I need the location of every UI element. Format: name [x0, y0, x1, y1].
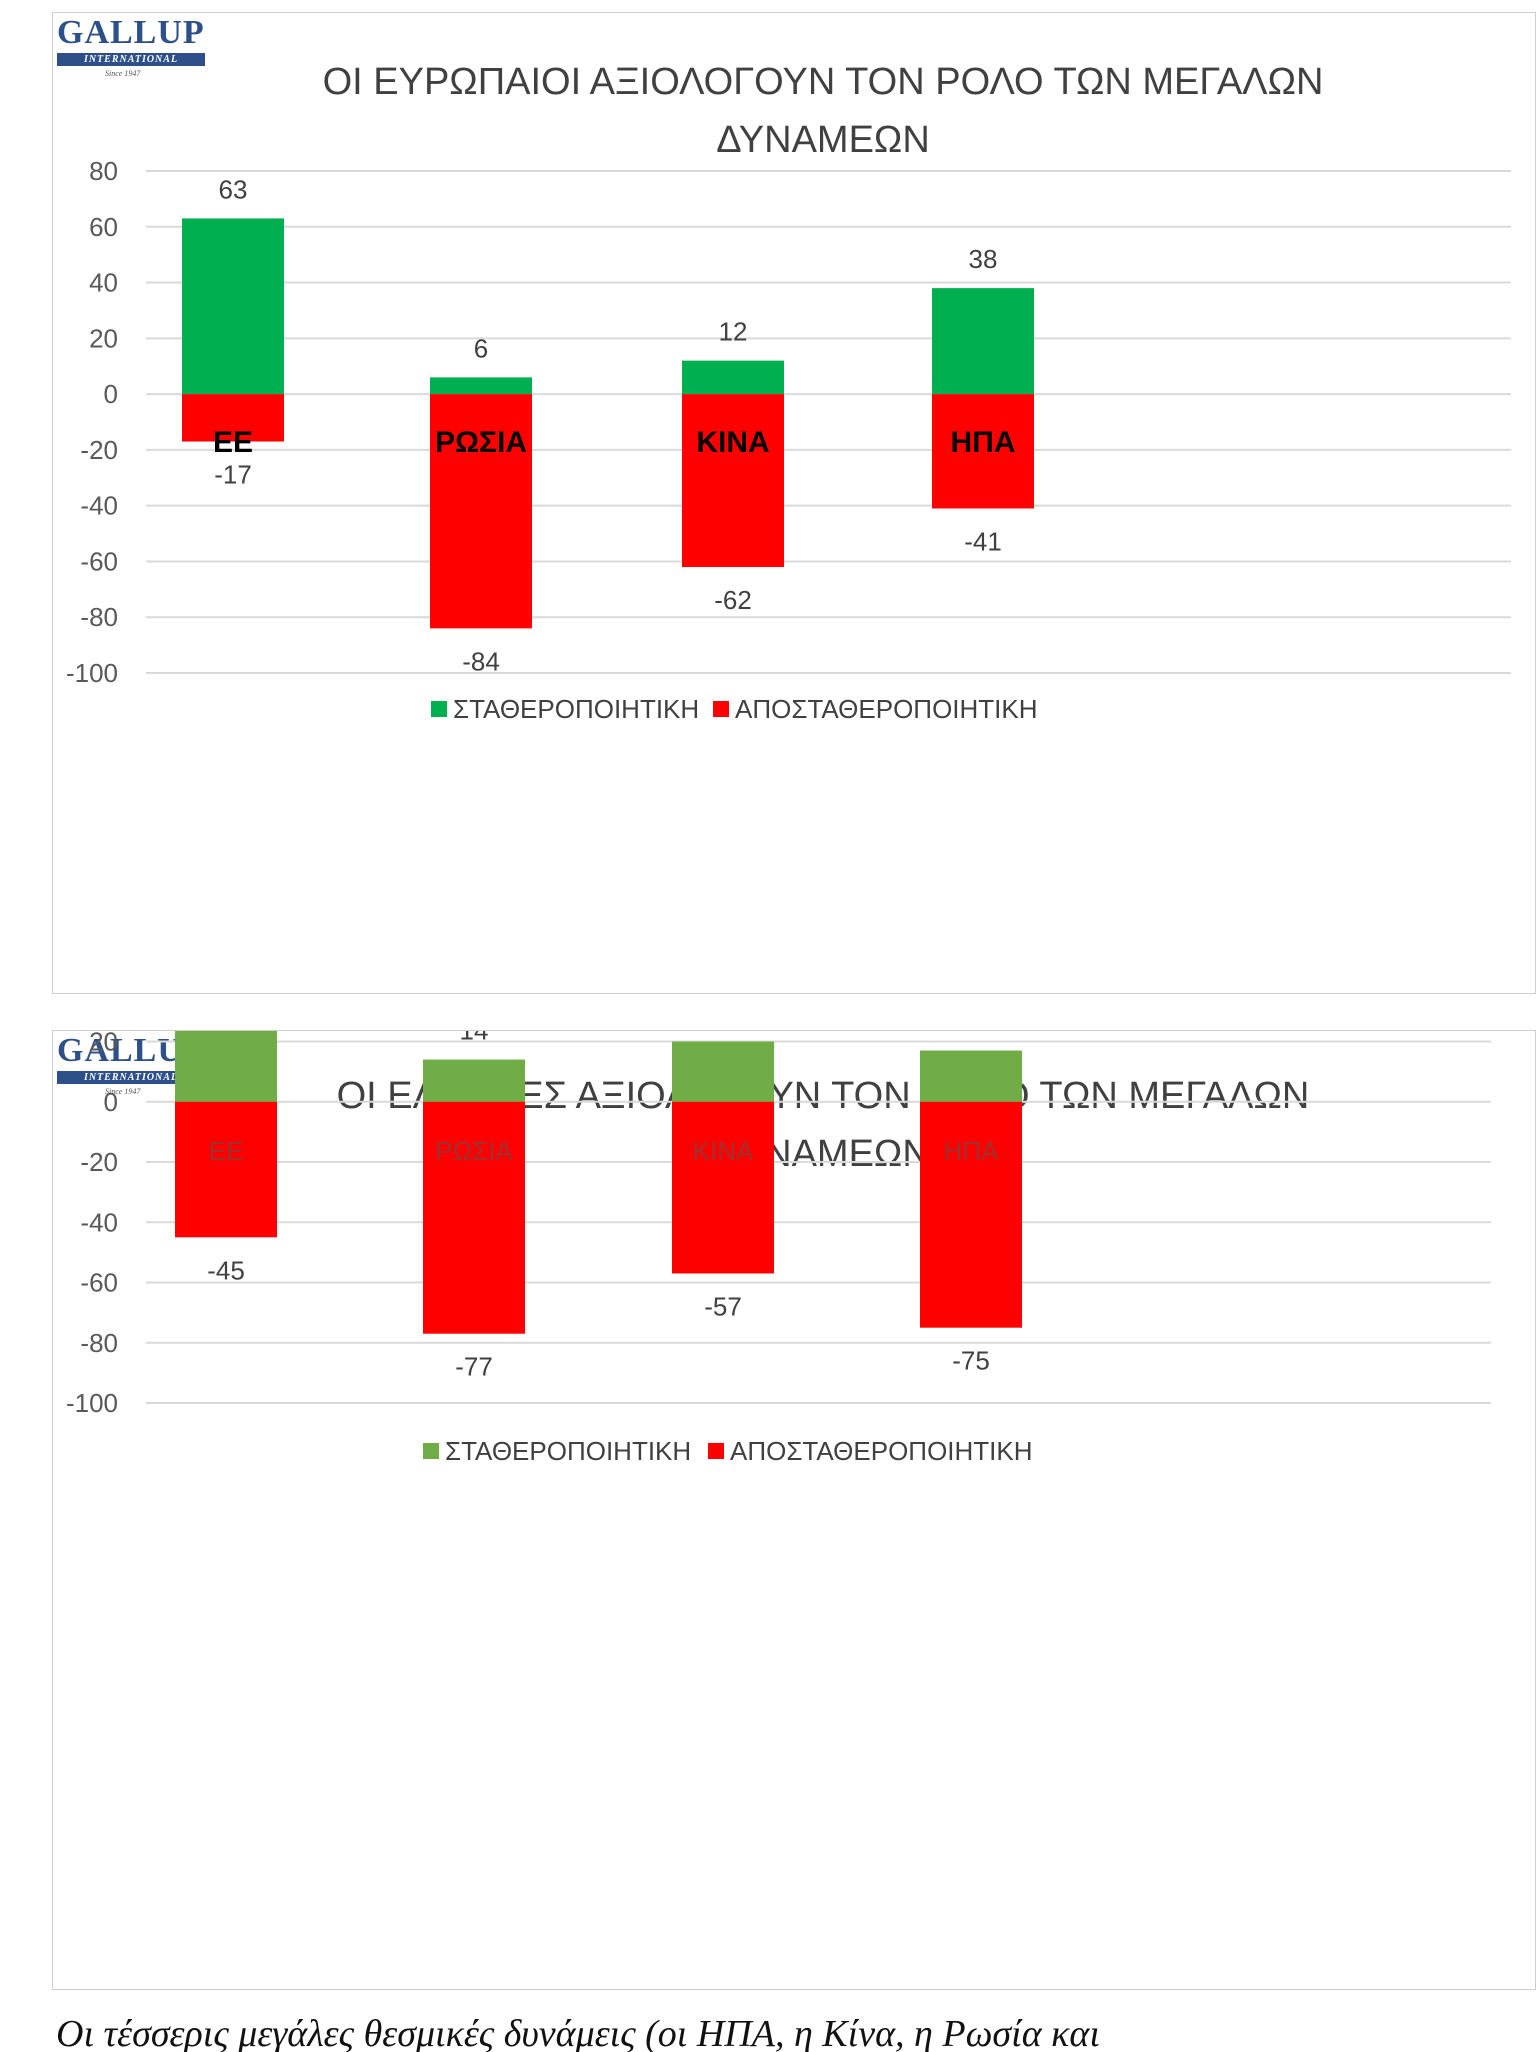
- chart-panel-greeks: GALLUP INTERNATIONAL Since 1947 ΟΙ ΕΛΛΗΝ…: [52, 1030, 1536, 1990]
- legend-swatch: [708, 1443, 724, 1459]
- y-tick-label: 0: [104, 1087, 118, 1117]
- y-tick-label: 20: [89, 323, 118, 353]
- data-label-negative: -62: [714, 585, 752, 615]
- bar-positive: [430, 377, 532, 395]
- category-label: ΕΕ: [209, 1136, 244, 1166]
- bar-positive: [920, 1050, 1022, 1102]
- data-label-negative: -17: [214, 460, 252, 490]
- bar-negative: [682, 394, 784, 568]
- bar-negative: [430, 394, 532, 629]
- data-label-positive: 6: [474, 333, 488, 363]
- chart-panel-europeans: GALLUP INTERNATIONAL Since 1947 ΟΙ ΕΥΡΩΠ…: [52, 12, 1536, 994]
- y-tick-label: 60: [89, 212, 118, 242]
- bar-negative: [932, 394, 1034, 509]
- legend-label: ΑΠΟΣΤΑΘΕΡΟΠΟΙΗΤΙΚΗ: [730, 1436, 1033, 1466]
- data-label-positive: 63: [219, 174, 248, 204]
- legend-swatch: [713, 701, 729, 717]
- bar-negative: [423, 1101, 525, 1334]
- y-tick-label: -20: [80, 435, 118, 465]
- legend-swatch: [431, 701, 447, 717]
- article-text: Οι τέσσερις μεγάλες θεσμικές δυνάμεις (ο…: [56, 2013, 1100, 2052]
- y-tick-label: -60: [80, 546, 118, 576]
- logo-since: Since 1947: [105, 69, 141, 78]
- bar-negative: [920, 1101, 1022, 1328]
- bar-negative: [182, 394, 284, 442]
- y-tick-label: -100: [66, 658, 118, 688]
- data-label-negative: -57: [704, 1291, 742, 1321]
- data-label-negative: -45: [207, 1255, 245, 1285]
- y-tick-label: -20: [80, 1147, 118, 1177]
- category-label: ΡΩΣΙΑ: [435, 426, 527, 459]
- legend-label: ΣΤΑΘΕΡΟΠΟΙΗΤΙΚΗ: [453, 694, 699, 724]
- bar-chart-greeks: 6040200-20-40-60-80-10043-45ΕΕ14-77ΡΩΣΙΑ…: [66, 1031, 1491, 1466]
- logo-band: INTERNATIONAL: [57, 1071, 205, 1084]
- category-label: ΡΩΣΙΑ: [435, 1136, 513, 1166]
- y-tick-label: -60: [80, 1268, 118, 1298]
- category-label: ΚΙΝΑ: [696, 426, 769, 459]
- chart-title-line-1: ΟΙ ΕΥΡΩΠΑΙΟΙ ΑΞΙΟΛΟΓΟΥΝ ΤΟΝ ΡΟΛΟ ΤΩΝ ΜΕΓ…: [322, 61, 1324, 103]
- data-label-negative: -75: [952, 1346, 990, 1376]
- y-tick-label: 40: [89, 268, 118, 298]
- y-tick-label: -40: [80, 491, 118, 521]
- bar-positive: [682, 360, 784, 395]
- data-label-positive: 17: [957, 1031, 986, 1037]
- y-tick-label: -40: [80, 1207, 118, 1237]
- category-label: ΗΠΑ: [951, 426, 1016, 459]
- y-tick-label: -100: [66, 1388, 118, 1418]
- data-label-positive: 14: [460, 1031, 489, 1046]
- y-tick-label: 0: [104, 379, 118, 409]
- data-label-negative: -84: [462, 646, 500, 676]
- logo-band: INTERNATIONAL: [57, 53, 205, 66]
- legend-label: ΑΠΟΣΤΑΘΕΡΟΠΟΙΗΤΙΚΗ: [735, 694, 1038, 724]
- y-tick-label: -80: [80, 602, 118, 632]
- data-label-positive: 38: [969, 244, 998, 274]
- legend-swatch: [423, 1443, 439, 1459]
- bar-positive: [175, 1031, 277, 1102]
- logo-since: Since 1947: [105, 1087, 141, 1096]
- gallup-logo: GALLUP INTERNATIONAL Since 1947: [55, 15, 205, 85]
- data-label-negative: -41: [964, 526, 1002, 556]
- bar-negative: [175, 1101, 277, 1238]
- bar-positive: [182, 218, 284, 395]
- y-tick-label: -80: [80, 1328, 118, 1358]
- chart-title: ΟΙ ΕΥΡΩΠΑΙΟΙ ΑΞΙΟΛΟΓΟΥΝ ΤΟΝ ΡΟΛΟ ΤΩΝ ΜΕΓ…: [173, 53, 1473, 169]
- bar-positive: [932, 288, 1034, 395]
- data-label-positive: 12: [719, 317, 748, 347]
- y-tick-label: 20: [89, 1031, 118, 1057]
- category-label: ΕΕ: [213, 426, 253, 459]
- category-label: ΗΠΑ: [944, 1136, 1000, 1166]
- bar-positive: [423, 1059, 525, 1102]
- chart-title-line-2: ΔΥΝΑΜΕΩΝ: [716, 119, 930, 161]
- data-label-negative: -77: [455, 1352, 493, 1382]
- y-tick-label: 80: [89, 156, 118, 186]
- bar-negative: [672, 1101, 774, 1274]
- logo-wordmark: GALLUP: [57, 14, 205, 51]
- legend-label: ΣΤΑΘΕΡΟΠΟΙΗΤΙΚΗ: [445, 1436, 691, 1466]
- bar-positive: [672, 1041, 774, 1102]
- category-label: ΚΙΝΑ: [693, 1136, 754, 1166]
